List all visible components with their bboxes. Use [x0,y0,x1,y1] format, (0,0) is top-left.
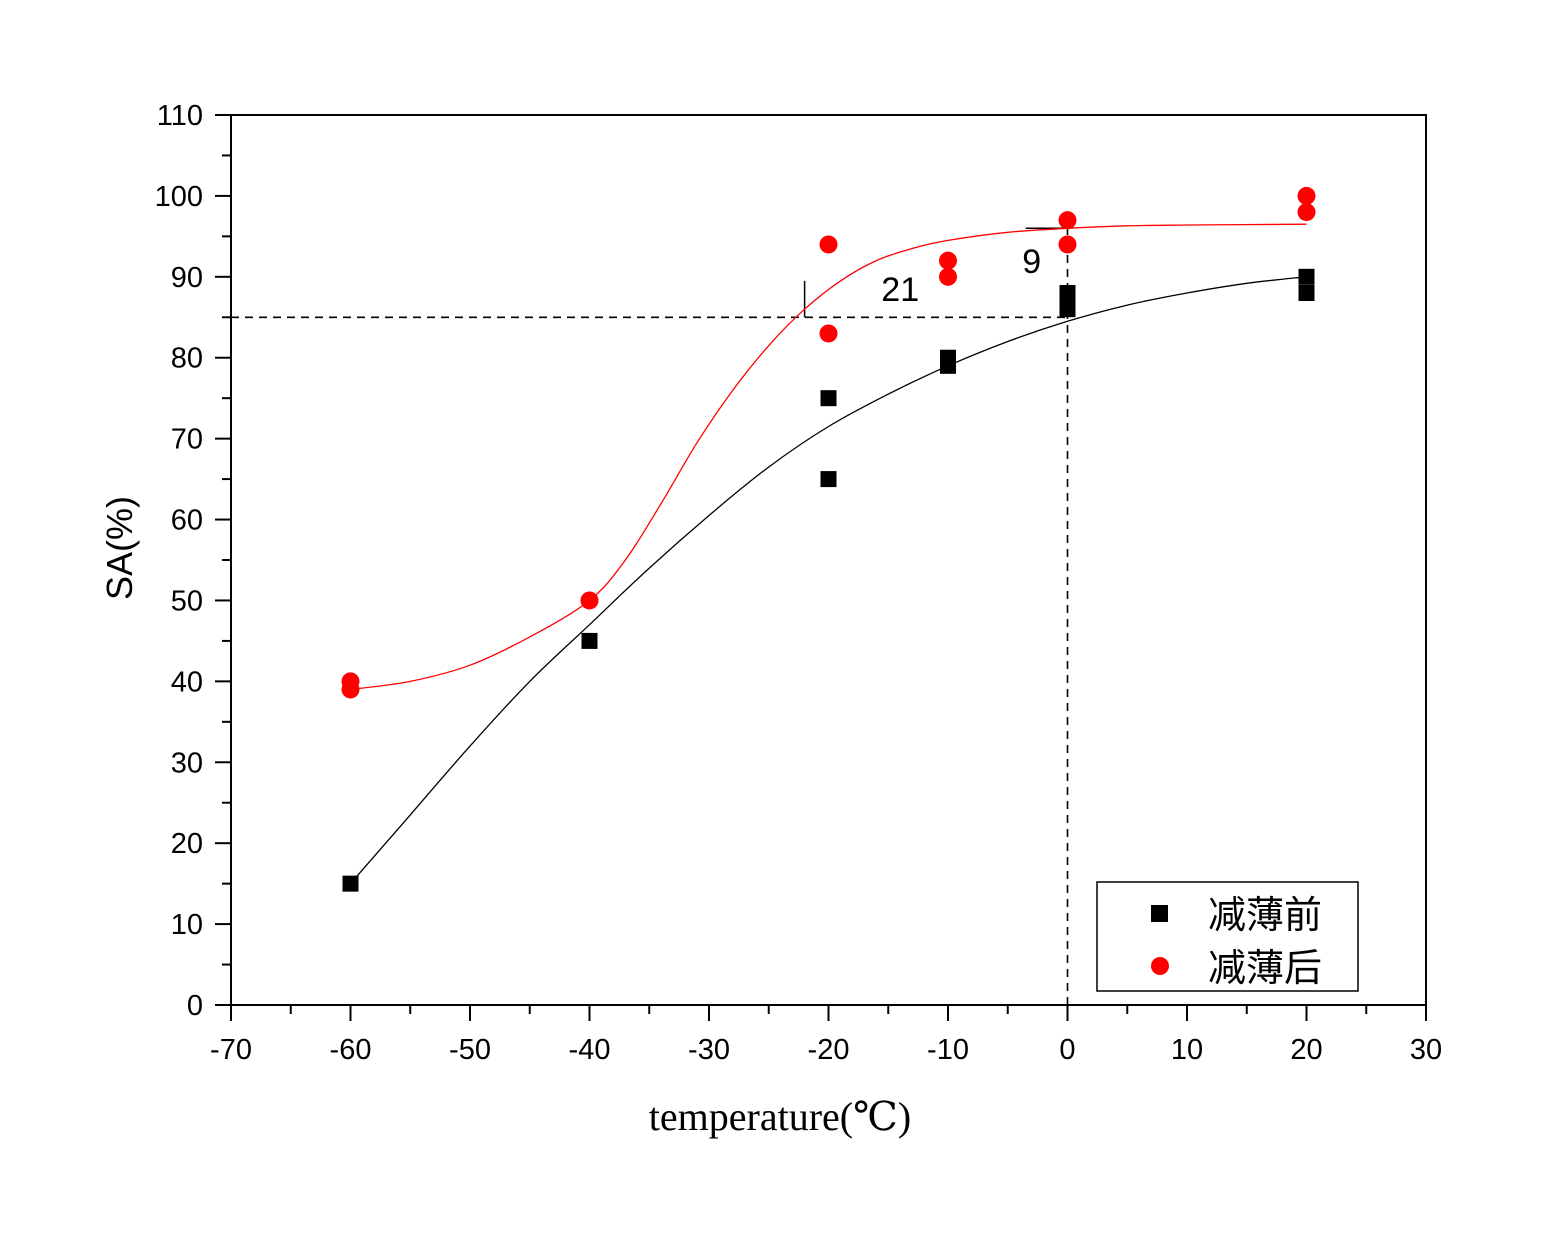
data-point-square [581,632,598,649]
tick-labels: -70 -60 -50 -40 -30 -20 -10 0 10 20 30 0 10 20 30 40 50 6… [155,100,1443,1066]
data-point-circle [819,235,838,254]
x-tick-label: -40 [569,1034,611,1066]
x-tick-label: -20 [808,1034,850,1066]
x-tick-label: -10 [927,1034,969,1066]
x-tick-label: 10 [1171,1034,1203,1066]
data-point-circle [1058,235,1077,254]
y-tick-label: 80 [171,343,203,375]
data-point-square [820,390,837,407]
x-tick-label: -50 [449,1034,491,1066]
data-point-square [820,471,837,488]
y-tick-label: 50 [171,585,203,617]
data-point-circle [1058,211,1077,230]
data-point-circle [1297,203,1316,222]
y-tick-label: 20 [171,828,203,860]
legend-marker-after [1151,957,1169,975]
x-tick-label: 0 [1059,1034,1075,1066]
data-point-square [1059,301,1076,318]
y-tick-label: 10 [171,909,203,941]
x-tick-label: -30 [688,1034,730,1066]
legend-marker-before [1151,905,1168,922]
y-tick-label: 110 [157,100,203,132]
data-point-square [940,357,956,374]
legend-label-before: 减薄前 [1208,893,1322,937]
x-tick-label: 30 [1410,1034,1442,1066]
y-tick-label: 100 [155,181,203,213]
annotations: 21 9 [881,243,1041,309]
data-point-circle [341,680,360,699]
fit-curves [350,223,1307,885]
y-tick-label: 60 [171,505,203,537]
y-axis-label: SA(%) [99,496,140,600]
y-tick-label: 70 [171,424,203,456]
annotation-label: 9 [1022,243,1041,281]
x-tick-label: 20 [1290,1034,1322,1066]
legend-label-after: 减薄后 [1208,946,1322,990]
x-tick-label: -70 [210,1034,252,1066]
data-point-square [1298,285,1315,301]
data-point-circle [819,324,838,343]
data-point-square [1298,268,1315,285]
data-point-circle [939,251,957,270]
y-tick-label: 40 [171,666,203,698]
fit-curve-series-1 [350,223,1307,691]
y-tick-label: 90 [171,262,203,294]
data-point-circle [580,591,599,610]
annotation-label: 21 [881,271,919,309]
y-tick-label: 30 [171,747,203,779]
y-tick-label: 0 [187,990,203,1022]
x-axis-label: temperature(℃) [649,1094,911,1139]
x-tick-label: -60 [330,1034,372,1066]
axes-ticks [215,114,1427,1021]
fit-curve-series-0 [350,276,1307,885]
legend: 减薄前 减薄后 [1096,881,1359,992]
data-point-square [342,875,359,892]
legend-box [1096,881,1359,992]
data-point-circle [1297,186,1316,205]
data-point-circle [939,267,957,286]
data-markers [341,186,1316,892]
